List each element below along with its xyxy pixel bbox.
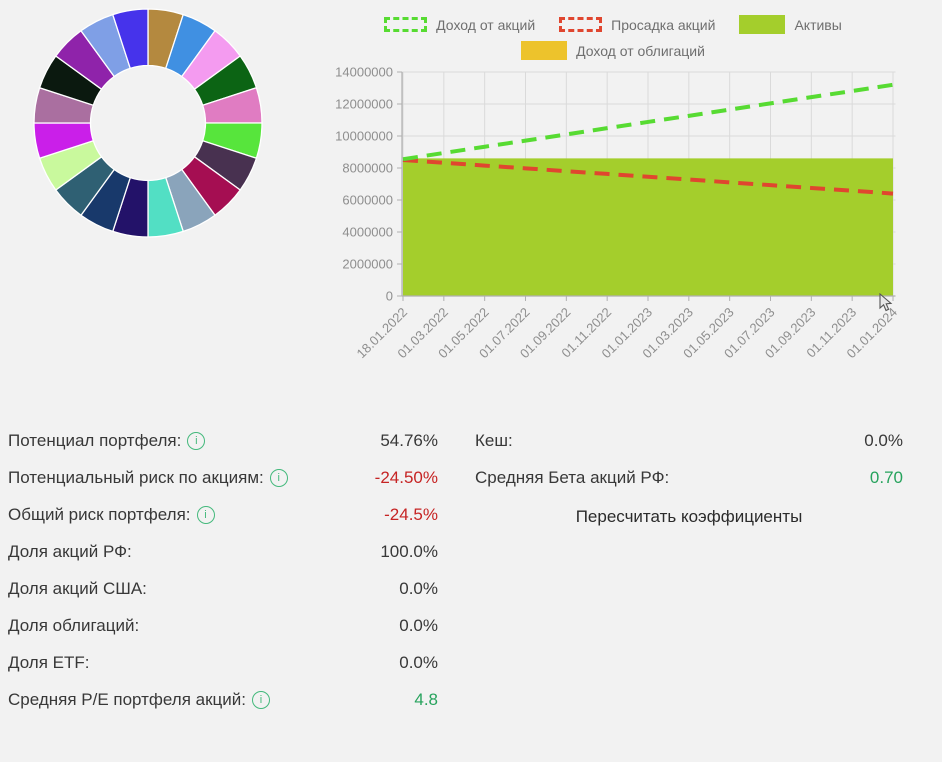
stat-label-text: Общий риск портфеля:	[8, 504, 191, 524]
stat-value: 0.0%	[399, 652, 438, 672]
stat-value: 0.0%	[399, 615, 438, 635]
assets-timeseries-chart: 0 2000000 4000000 6000000 8000000 10000000 120…	[335, 65, 900, 362]
stat-label-text: Кеш:	[475, 430, 513, 450]
info-icon[interactable]	[269, 468, 288, 487]
line-series-0	[402, 82, 894, 162]
dashed-line-swatch-icon	[559, 17, 603, 32]
stat-row-etf-share: Доля ETF: 0.0%	[8, 644, 438, 681]
stat-value: 0.70	[869, 467, 903, 487]
stat-row-stock-risk: Потенциальный риск по акциям: -24.50%	[8, 459, 438, 496]
stat-label-text: Доля облигаций:	[8, 615, 140, 635]
dashed-line-swatch-icon	[384, 17, 428, 32]
stat-label-text: Средняя Бета акций РФ:	[475, 467, 670, 487]
stat-value: 100.0%	[380, 541, 438, 561]
stat-label-text: Средняя P/E портфеля акций:	[8, 689, 246, 709]
stat-row-cash: Кеш: 0.0%	[475, 422, 903, 459]
y-tick-label: 12000000	[335, 97, 393, 112]
portfolio-stats-right: Кеш: 0.0% Средняя Бета акций РФ: 0.70 Пе…	[475, 422, 903, 538]
recalculate-coefficients-button[interactable]: Пересчитать коэффициенты	[575, 507, 803, 526]
y-tick-label: 4000000	[342, 225, 393, 240]
legend-label: Доход от акций	[436, 16, 536, 33]
legend-row-1: Доход от акций Просадка акций Активы	[384, 15, 842, 34]
stat-value: 0.0%	[864, 430, 903, 450]
stat-label: Доля акций США:	[8, 579, 147, 599]
stat-label: Общий риск портфеля:	[8, 505, 215, 525]
stat-label-text: Потенциал портфеля:	[8, 430, 182, 450]
info-icon[interactable]	[196, 505, 215, 524]
info-icon[interactable]	[187, 431, 206, 450]
recalc-row: Пересчитать коэффициенты	[475, 496, 903, 538]
y-tick-label: 14000000	[335, 65, 393, 80]
solid-swatch-icon	[739, 15, 786, 34]
stat-label: Кеш:	[475, 431, 513, 451]
mouse-cursor-icon	[879, 293, 893, 312]
stat-row-usa-share: Доля акций США: 0.0%	[8, 570, 438, 607]
legend-row-2: Доход от облигаций	[521, 41, 705, 60]
y-tick-label: 0	[386, 289, 393, 304]
stat-row-total-risk: Общий риск портфеля: -24.5%	[8, 496, 438, 533]
donut-slice-19[interactable]	[111, 8, 149, 70]
stat-label: Доля акций РФ:	[8, 542, 132, 562]
stat-label: Доля облигаций:	[8, 616, 139, 636]
portfolio-stats-left: Потенциал портфеля: 54.76% Потенциальный…	[8, 422, 438, 718]
legend-item-bond-income[interactable]: Доход от облигаций	[521, 41, 705, 60]
portfolio-donut-chart	[33, 8, 263, 238]
y-tick-label: 8000000	[342, 161, 393, 176]
stat-value: -24.50%	[374, 467, 438, 487]
stat-label-text: Доля ETF:	[8, 652, 90, 672]
solid-swatch-icon	[521, 41, 568, 60]
stat-label: Потенциал портфеля:	[8, 430, 206, 451]
stat-value: 54.76%	[380, 430, 438, 450]
legend-item-assets[interactable]: Активы	[739, 15, 842, 34]
stat-row-bonds-share: Доля облигаций: 0.0%	[8, 607, 438, 644]
legend-item-stock-drawdown[interactable]: Просадка акций	[559, 17, 715, 33]
info-icon[interactable]	[251, 690, 270, 709]
stat-label-text: Доля акций РФ:	[8, 541, 132, 561]
y-tick-label: 2000000	[342, 257, 393, 272]
stat-row-avg-beta: Средняя Бета акций РФ: 0.70	[475, 459, 903, 496]
stat-label-text: Доля акций США:	[8, 578, 147, 598]
legend-label: Доход от облигаций	[576, 42, 705, 59]
stat-row-rf-share: Доля акций РФ: 100.0%	[8, 533, 438, 570]
stat-row-potential: Потенциал портфеля: 54.76%	[8, 422, 438, 459]
chart-legend: Доход от акций Просадка акций Активы Дох…	[330, 15, 896, 60]
y-tick-label: 6000000	[342, 193, 393, 208]
stat-value: -24.5%	[384, 504, 438, 524]
line-series-1	[402, 158, 894, 196]
legend-label: Активы	[794, 16, 842, 33]
y-tick-label: 10000000	[335, 129, 393, 144]
stat-value: 0.0%	[399, 578, 438, 598]
legend-item-stock-income[interactable]: Доход от акций	[384, 17, 535, 33]
stat-label: Средняя Бета акций РФ:	[475, 468, 669, 488]
stat-value: 4.8	[414, 689, 438, 709]
area-series-0	[403, 158, 893, 296]
legend-label: Просадка акций	[611, 16, 716, 33]
stat-label: Потенциальный риск по акциям:	[8, 468, 288, 488]
stat-label: Доля ETF:	[8, 653, 89, 673]
stat-label-text: Потенциальный риск по акциям:	[8, 467, 264, 487]
stat-row-avg-pe: Средняя P/E портфеля акций: 4.8	[8, 681, 438, 718]
stat-label: Средняя P/E портфеля акций:	[8, 690, 270, 710]
